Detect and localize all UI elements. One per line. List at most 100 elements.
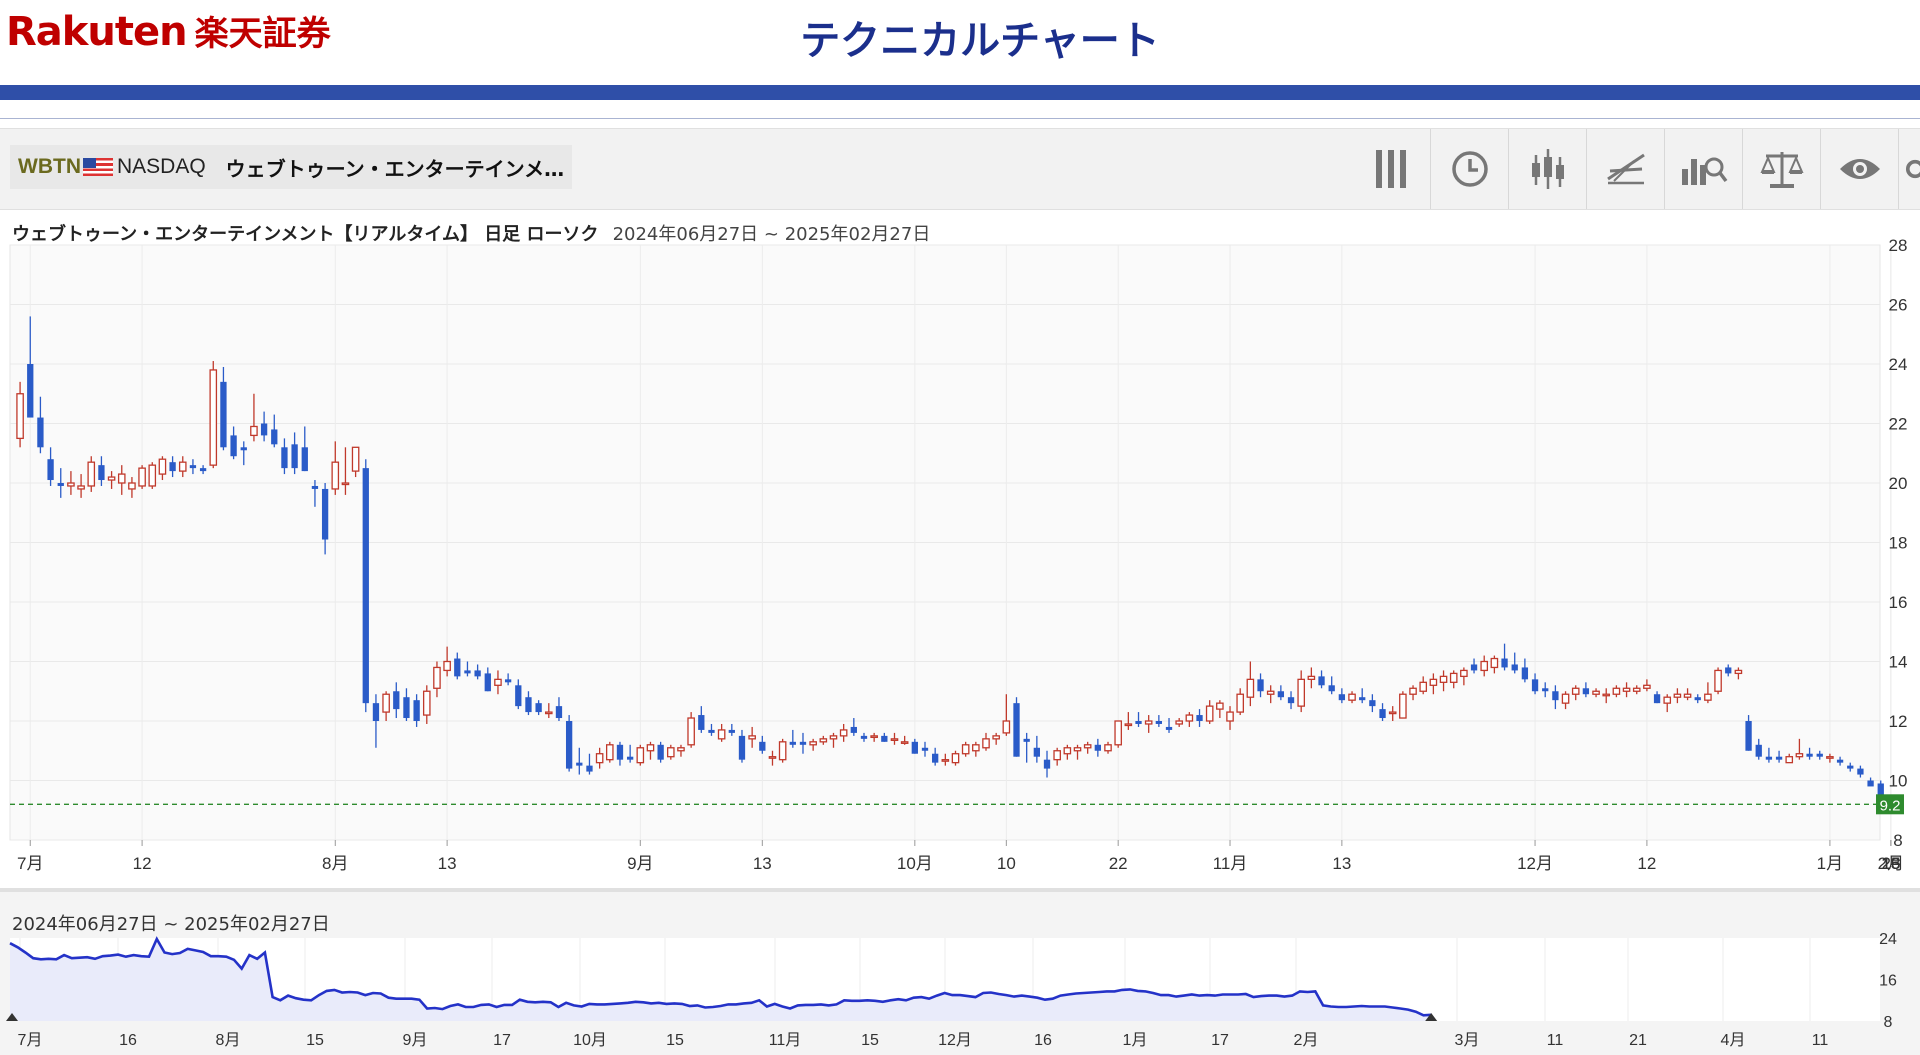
candle-body-down (738, 735, 746, 760)
candle-body-up (1449, 672, 1458, 683)
candle-body-up (595, 753, 604, 764)
candle-body-down (1857, 768, 1864, 775)
candle-body-down (454, 658, 461, 677)
chart-type-button[interactable] (1352, 129, 1429, 209)
candle-body-down (1816, 753, 1823, 757)
candle-body-down (1257, 679, 1264, 692)
candle-body-down (616, 744, 624, 760)
page-title: テクニカルチャート (800, 18, 1160, 64)
candle-body-up (1185, 714, 1194, 722)
candle-body-down (260, 423, 268, 436)
indicator-button[interactable] (1664, 129, 1742, 209)
candle-body-down (169, 462, 176, 472)
candle-body-down (1043, 759, 1051, 769)
candle-body-down (1013, 703, 1020, 757)
candle-body-up (1632, 687, 1641, 692)
view-button[interactable] (1820, 129, 1898, 209)
candle-body-up (148, 464, 157, 487)
navigator-x-tick-label: 16 (119, 1032, 137, 1049)
candle-body-up (1226, 711, 1234, 722)
candle-body-up (382, 693, 390, 713)
candle-body-up (809, 741, 817, 746)
candle-body-up (433, 666, 441, 689)
settings-icon (1905, 159, 1920, 179)
candle-body-down (362, 468, 369, 704)
compare-scale-icon (1759, 152, 1804, 188)
candle-body-up (1175, 720, 1183, 725)
candle-body-up (768, 756, 777, 759)
candle-body-down (535, 703, 542, 713)
candle-body-up (1612, 687, 1621, 695)
candle-body-down (321, 488, 329, 540)
candle-body-down (37, 417, 44, 448)
trendline-button[interactable] (1586, 129, 1664, 209)
candle-body-down (698, 715, 705, 730)
y-tick-label: 26 (1889, 296, 1908, 315)
navigator-handles[interactable] (6, 1013, 1438, 1021)
navigator-x-tick-label: 10月 (573, 1032, 607, 1049)
candle-body-down (189, 465, 197, 469)
compare-button[interactable] (1742, 129, 1820, 209)
last-price: 9.2 (10, 794, 1904, 815)
last-price-badge (1876, 794, 1904, 815)
candle-body-down (1542, 688, 1549, 692)
x-tick-label: 15 (1881, 854, 1900, 873)
x-tick-label: 1月 (1817, 854, 1843, 873)
candle-body-down (515, 685, 522, 707)
candle-body-down (1155, 721, 1163, 724)
header-accent-bar (0, 85, 1920, 100)
candle-body-up (1388, 711, 1397, 715)
rakuten-logo[interactable]: Rakuten 楽天証券 (6, 6, 331, 56)
y-tick-label: 12 (1889, 712, 1908, 731)
candle-body-up (1785, 756, 1794, 764)
candle-body-up (494, 678, 502, 686)
candle-body-down (1745, 721, 1752, 751)
symbol-selector[interactable]: WBTN NASDAQ ウェブトゥーン・エンターテインメ… (10, 145, 573, 189)
candle-body-up (646, 744, 655, 752)
panel-separator[interactable] (0, 888, 1920, 892)
candle-body-down (1359, 697, 1366, 701)
candle-body-up (1429, 678, 1438, 686)
y-tick-label: 24 (1889, 355, 1908, 374)
x-tick-label: 2月 (1878, 854, 1904, 873)
candlestick-button[interactable] (1508, 129, 1586, 209)
candle-body-down (199, 468, 207, 472)
navigator-x-tick-label: 15 (306, 1032, 324, 1049)
navigator-x-tick-label: 15 (861, 1032, 879, 1049)
navigator-x-tick-label: 17 (493, 1032, 511, 1049)
navigator-x-tick-label: 17 (1211, 1032, 1229, 1049)
navigator-x-tick-label: 11 (1812, 1032, 1829, 1049)
candle-body-up (1114, 720, 1122, 746)
candle-body-up (1571, 687, 1580, 695)
candle-body-up (1673, 693, 1682, 698)
candle-body-up (1266, 690, 1275, 695)
candle-body-down (1135, 721, 1142, 724)
candle-body-up (1236, 693, 1244, 713)
candle-body-down (464, 670, 471, 674)
candle-body-up (606, 744, 614, 761)
navigator-fill (10, 939, 1432, 1021)
candle-body-up (178, 461, 187, 472)
candle-body-up (677, 747, 685, 752)
candle-body-down (1653, 694, 1661, 704)
candle-body-down (281, 447, 288, 469)
indicator-search-icon (1681, 157, 1727, 185)
candle-body-up (1083, 744, 1092, 749)
candle-body-up (422, 690, 431, 716)
candle-body-up (1144, 720, 1153, 725)
navigator-right-handle (1425, 1013, 1438, 1021)
candle-body-down (555, 706, 563, 719)
settings-button[interactable] (1898, 129, 1920, 209)
candle-body-down (799, 741, 807, 745)
candle-body-up (250, 425, 258, 437)
candle-body-up (992, 735, 1000, 740)
candle-body-down (1470, 664, 1478, 671)
candle-body-down (525, 697, 532, 713)
period-button[interactable] (1430, 129, 1508, 209)
navigator-x-tick-label: 4月 (1721, 1032, 1746, 1049)
navigator-x-axis: 7月 16 8月 15 9月 17 10月 15 11月 15 12月 16 1月 17 2月 3月 11 21 4… (18, 1032, 1829, 1049)
candle-body-up (1073, 747, 1082, 752)
navigator-chart[interactable]: 24 16 8 7月 16 8月 15 9月 17 10月 15 11月 15 12月 16 1月 17 2月 3… (0, 933, 1920, 1055)
